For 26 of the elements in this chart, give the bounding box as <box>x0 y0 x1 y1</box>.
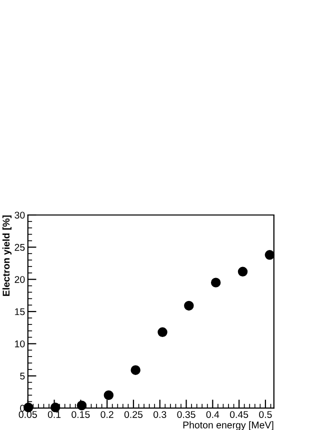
point <box>130 365 140 375</box>
x-tick-label: 0.35 <box>177 411 196 418</box>
x-tick-label: 0.15 <box>72 411 90 418</box>
x-tick-label: 0.2 <box>100 411 114 418</box>
y-tick-label: 15 <box>15 308 25 316</box>
y-tick-label: 30 <box>14 212 25 219</box>
y-tick-label: 10 <box>15 340 25 348</box>
point <box>184 300 194 311</box>
point <box>158 327 168 337</box>
x-tick-label: 0.1 <box>48 411 61 418</box>
point <box>76 400 87 410</box>
y-tick-label: 5 <box>20 372 25 380</box>
x-axis-title: Photon energy [MeV] <box>183 421 274 430</box>
x-tick-label: 0.4 <box>206 411 220 418</box>
y-tick-label: 25 <box>14 244 25 251</box>
x-tick-label: 0.45 <box>230 411 248 418</box>
x-tick-label: 0.5 <box>259 411 272 418</box>
point <box>210 278 221 288</box>
x-tick-label: 0.25 <box>124 411 143 418</box>
point <box>104 390 114 400</box>
y-tick-label: 20 <box>14 276 25 283</box>
x-tick-label: 0.05 <box>18 411 37 418</box>
point <box>264 250 275 260</box>
x-tick-label: 0.3 <box>153 411 166 418</box>
point <box>238 266 248 276</box>
y-axis-title: Electron yield [%] <box>2 216 12 296</box>
